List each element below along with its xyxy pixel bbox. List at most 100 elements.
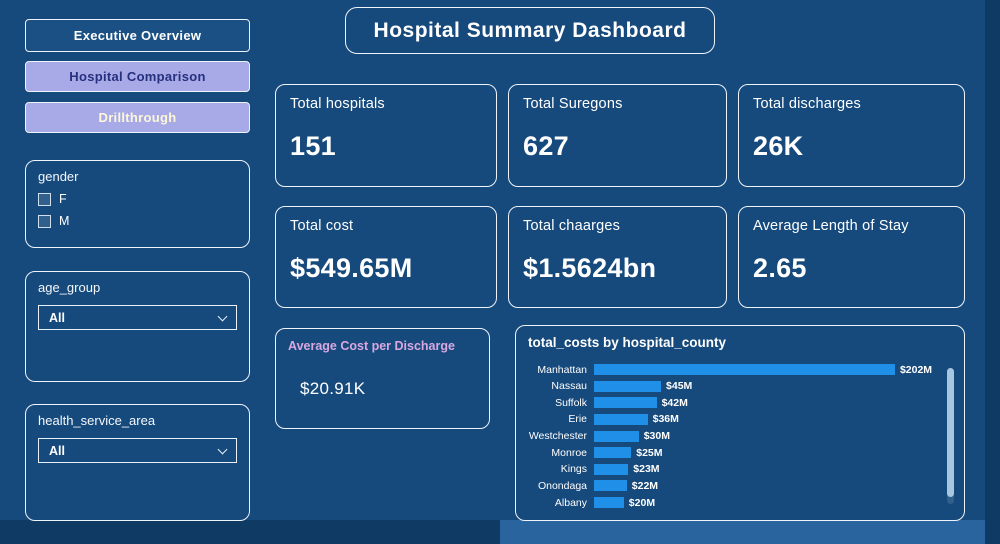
chart-row: Albany $20M (526, 496, 936, 509)
checkbox-f[interactable] (38, 192, 51, 206)
page-title: Hospital Summary Dashboard (373, 18, 687, 42)
chart-bar[interactable] (594, 413, 648, 425)
chart-value-label: $45M (666, 380, 693, 393)
chart-bar[interactable] (594, 397, 657, 409)
chart-bar[interactable] (594, 380, 662, 392)
health-service-area-filter-title: health_service_area (38, 413, 156, 428)
kpi-value: 627 (523, 131, 569, 161)
chart-row: Manhattan $202M (526, 363, 936, 376)
checkbox-f-label: F (59, 192, 67, 206)
chart-scrollbar-track[interactable] (947, 368, 954, 504)
health-service-area-filter-card: health_service_area All (25, 404, 250, 521)
nav-button-drillthrough[interactable]: Drillthrough (25, 102, 250, 133)
kpi-card-average-length-of-stay: Average Length of Stay 2.65 (738, 206, 965, 308)
age-group-filter-title: age_group (38, 280, 101, 295)
chart-bar[interactable] (594, 447, 632, 459)
chart-bar-track: $20M (594, 497, 936, 509)
chart-bar[interactable] (594, 430, 639, 442)
kpi-card-total-cost: Total cost $549.65M (275, 206, 497, 308)
chart-bar[interactable] (594, 463, 629, 475)
dashboard-title-card: Hospital Summary Dashboard (345, 7, 715, 54)
chevron-down-icon (217, 311, 228, 321)
chart-row: Suffolk $42M (526, 396, 936, 409)
checkbox-m-label: M (59, 214, 70, 228)
kpi-value: 151 (290, 131, 336, 161)
chart-scrollbar-thumb[interactable] (947, 368, 954, 498)
age-group-filter-card: age_group All (25, 271, 250, 382)
chart-value-label: $30M (643, 430, 670, 442)
kpi-card-average-cost-per-discharge: Average Cost per Discharge $20.91K (275, 328, 490, 429)
gender-filter-card: gender F M (25, 160, 250, 248)
kpi-value: 26K (753, 131, 804, 161)
nav-button-executive-overview[interactable]: Executive Overview (25, 19, 250, 52)
chart-category-label: Kings (560, 463, 587, 476)
chart-bar-track: $42M (594, 397, 936, 409)
chart-category-label: Suffolk (555, 396, 587, 409)
bar-chart-card: total_costs by hospital_county Manhattan… (515, 325, 965, 521)
canvas-edge-right (985, 0, 1000, 544)
kpi-label: Total hospitals (290, 96, 385, 112)
kpi-label: Average Cost per Discharge (288, 339, 455, 353)
chart-value-label: $25M (636, 446, 663, 459)
nav-button-hospital-comparison[interactable]: Hospital Comparison (25, 61, 250, 92)
canvas-edge-bottom-left (0, 520, 500, 544)
chart-bar[interactable] (594, 364, 895, 375)
nav-button-label: Executive Overview (73, 28, 202, 43)
kpi-card-total-charges: Total chaarges $1.5624bn (508, 206, 727, 308)
kpi-value: 2.65 (753, 253, 807, 283)
bar-chart-rows: Manhattan $202M Nassau $45M Suffolk $42M Erie $… (526, 363, 936, 509)
gender-option-m[interactable]: M (38, 214, 249, 228)
chart-row: Kings $23M (526, 463, 936, 476)
kpi-card-total-discharges: Total discharges 26K (738, 84, 965, 187)
chart-bar-track: $45M (594, 380, 936, 392)
kpi-label: Average Length of Stay (753, 218, 909, 234)
chart-value-label: $22M (631, 479, 659, 492)
chart-row: Onondaga $22M (526, 479, 936, 492)
kpi-value: $1.5624bn (523, 253, 657, 283)
kpi-card-total-hospitals: Total hospitals 151 (275, 84, 497, 187)
chart-bar-track: $30M (594, 430, 936, 442)
age-group-dropdown-value: All (49, 310, 65, 325)
chart-category-label: Monroe (551, 446, 587, 459)
chart-bar-track: $22M (594, 480, 936, 492)
chart-bar-track: $23M (594, 463, 936, 475)
health-service-area-dropdown-value: All (49, 443, 65, 458)
chart-value-label: $36M (652, 413, 679, 426)
nav-button-label: Hospital Comparison (69, 69, 206, 84)
chart-row: Nassau $45M (526, 380, 936, 393)
chart-row: Erie $36M (526, 413, 936, 426)
chart-value-label: $23M (633, 463, 660, 476)
chart-value-label: $202M (899, 363, 933, 376)
chart-bar[interactable] (594, 497, 624, 508)
kpi-label: Total Suregons (523, 96, 623, 112)
canvas-edge-bottom-right (500, 520, 985, 544)
chart-bar[interactable] (594, 480, 627, 492)
kpi-value: $20.91K (300, 379, 366, 398)
gender-filter-title: gender (38, 169, 79, 184)
kpi-card-total-surgeons: Total Suregons 627 (508, 84, 727, 187)
chart-title: total_costs by hospital_county (528, 335, 727, 350)
chart-category-label: Westchester (528, 430, 587, 442)
chart-category-label: Erie (568, 413, 587, 426)
chevron-down-icon (217, 444, 228, 454)
kpi-value: $549.65M (290, 253, 413, 283)
kpi-label: Total cost (290, 218, 354, 234)
kpi-label: Total discharges (753, 96, 861, 112)
gender-option-f[interactable]: F (38, 192, 249, 206)
chart-category-label: Nassau (551, 380, 587, 393)
chart-category-label: Manhattan (537, 363, 587, 376)
chart-bar-track: $25M (594, 447, 936, 459)
nav-button-label: Drillthrough (98, 110, 177, 125)
age-group-dropdown[interactable]: All (38, 305, 237, 330)
chart-bar-track: $36M (594, 413, 936, 425)
chart-category-label: Onondaga (537, 479, 587, 492)
chart-category-label: Albany (554, 496, 587, 509)
chart-row: Westchester $30M (526, 430, 936, 442)
chart-value-label: $20M (628, 496, 656, 509)
kpi-label: Total chaarges (523, 218, 621, 234)
chart-bar-track: $202M (594, 364, 936, 376)
health-service-area-dropdown[interactable]: All (38, 438, 237, 463)
chart-value-label: $42M (661, 396, 688, 409)
checkbox-m[interactable] (38, 214, 51, 228)
